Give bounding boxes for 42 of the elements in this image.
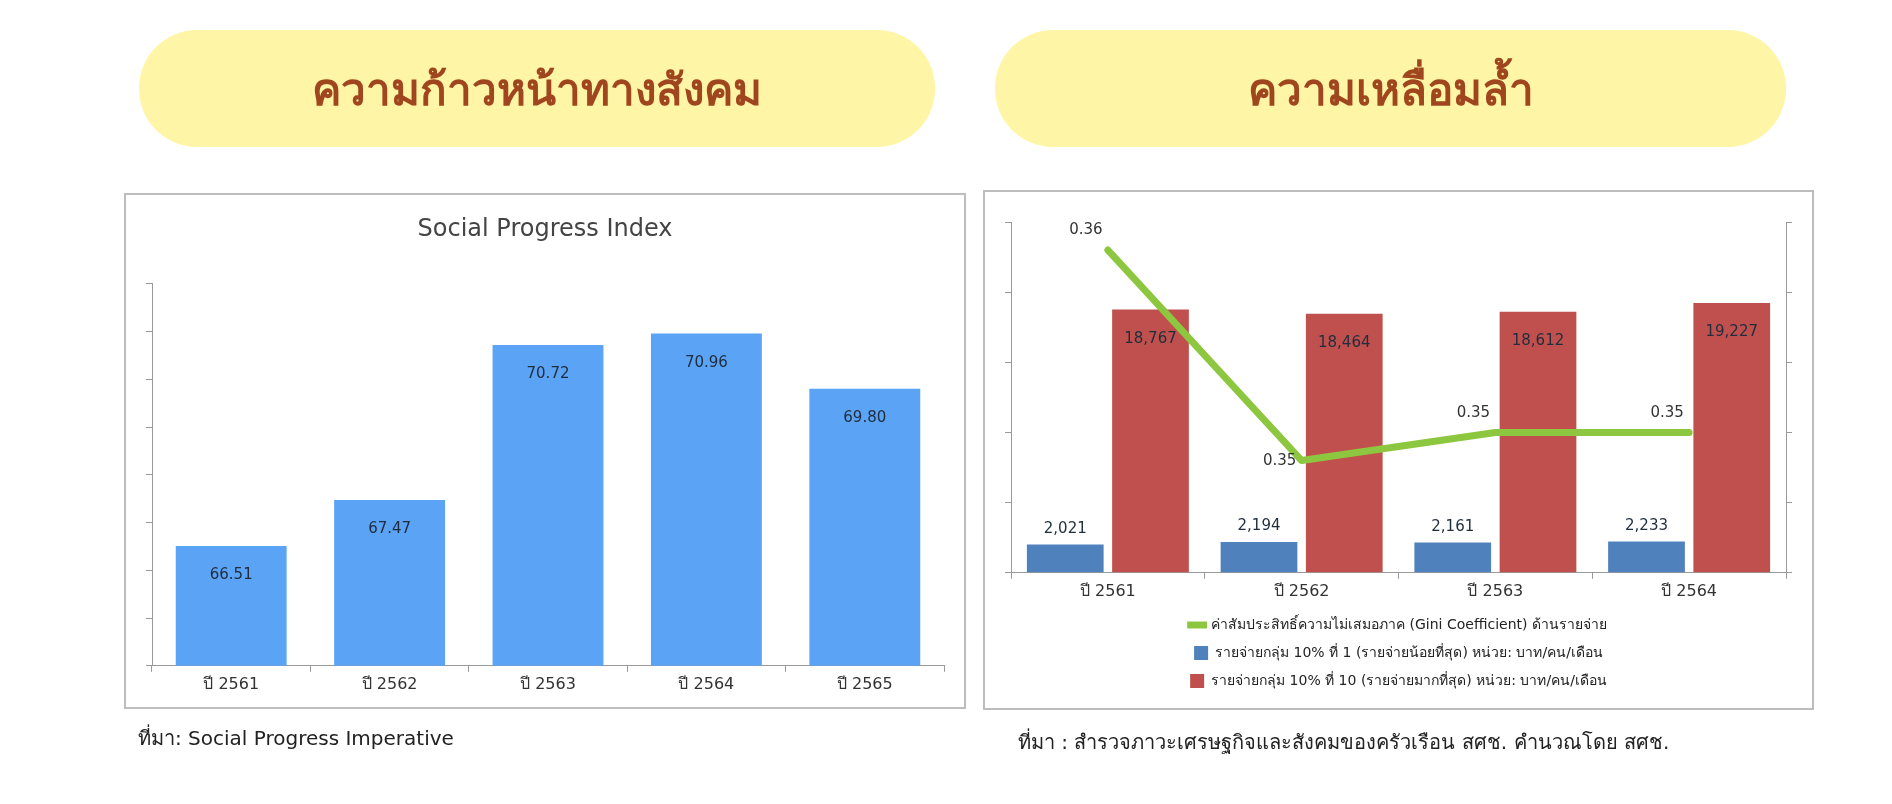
x-tick-label: ปี 2562 — [361, 673, 418, 693]
x-tick-label: ปี 2561 — [203, 673, 260, 693]
bar — [1220, 542, 1298, 573]
legend-label: รายจ่ายกลุ่ม 10% ที่ 1 (รายจ่ายน้อยที่สุด) หน่วย: บาท/คน/เดือน — [1215, 642, 1603, 661]
legend-label: ค่าสัมประสิทธิ์ความไม่เสมอภาค (Gini Coefficient) ด้านรายจ่าย — [1211, 613, 1607, 632]
bar — [1414, 542, 1492, 573]
bar — [1112, 309, 1189, 573]
data-label: 18,767 — [1124, 328, 1177, 347]
data-label: 0.35 — [1650, 402, 1684, 421]
bar — [1499, 311, 1577, 573]
x-tick-label: ปี 2564 — [678, 673, 735, 693]
data-label: 18,612 — [1511, 331, 1565, 350]
data-label: 70.96 — [684, 352, 728, 371]
x-tick-label: ปี 2561 — [1079, 580, 1136, 600]
data-label: 19,227 — [1705, 322, 1758, 341]
data-label: 2,021 — [1043, 518, 1087, 537]
bar — [1026, 544, 1104, 573]
data-label: 0.35 — [1262, 450, 1297, 469]
data-label: 69.80 — [843, 408, 887, 427]
x-tick-label: ปี 2563 — [520, 673, 576, 693]
data-label: 66.51 — [209, 565, 253, 584]
chart-title: ความเหลื่อมล้ำ — [995, 30, 1786, 147]
data-label: 2,233 — [1625, 515, 1668, 534]
data-label: 0.35 — [1456, 402, 1491, 421]
x-tick-label: ปี 2562 — [1273, 580, 1330, 600]
data-label: 0.36 — [1069, 220, 1103, 239]
bar — [1693, 303, 1771, 573]
chart-subtitle: Social Progress Index — [417, 213, 673, 242]
x-tick-label: ปี 2565 — [836, 673, 893, 693]
data-label: 18,464 — [1318, 333, 1371, 352]
text: ที่มา : สำรวจภาวะเศรษฐกิจและสังคมของครัวเรือน สศช. คำนวณโดย สศช. — [1018, 727, 1670, 756]
x-tick-label: ปี 2563 — [1467, 580, 1524, 600]
chart-title: ความก้าวหน้าทางสังคม — [139, 30, 935, 147]
x-tick-label: ปี 2564 — [1661, 580, 1718, 600]
bar — [1608, 541, 1685, 573]
data-label: 67.47 — [368, 519, 412, 538]
bar — [1305, 313, 1383, 573]
data-label: 70.72 — [526, 364, 570, 383]
data-label: 2,194 — [1237, 516, 1281, 535]
data-label: 2,161 — [1431, 516, 1475, 535]
text: ที่มา: Social Progress Imperative — [138, 723, 454, 752]
legend-label: รายจ่ายกลุ่ม 10% ที่ 10 (รายจ่ายมากที่สุด) หน่วย: บาท/คน/เดือน — [1211, 670, 1607, 689]
